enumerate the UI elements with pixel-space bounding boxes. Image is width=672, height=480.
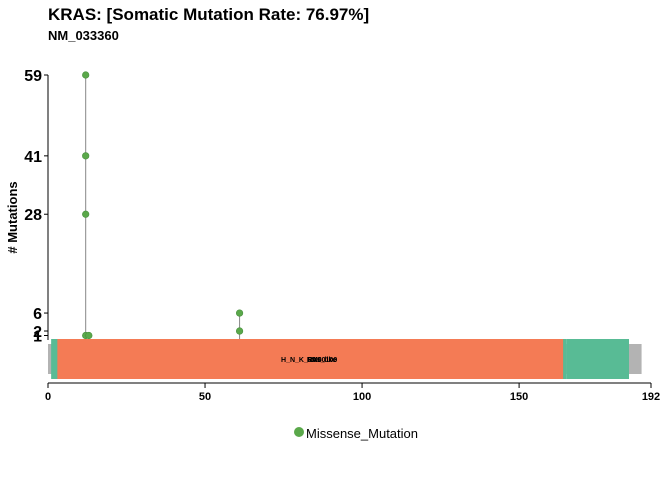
mutation-point bbox=[82, 210, 90, 218]
y-axis-label: # Mutations bbox=[5, 181, 20, 253]
domain-label: SM00100 bbox=[307, 357, 337, 364]
y-tick-label: 41 bbox=[24, 149, 42, 166]
legend-marker bbox=[294, 427, 304, 437]
mutation-point bbox=[82, 71, 90, 79]
domain-label: H_N_K_Ras_like bbox=[281, 357, 336, 364]
y-tick-label: 59 bbox=[24, 68, 42, 85]
y-tick-label: 2 bbox=[33, 324, 42, 341]
x-tick-label: 150 bbox=[510, 391, 528, 403]
y-tick-label: 1 bbox=[33, 329, 42, 346]
mutation-point bbox=[85, 331, 93, 340]
mutation-point bbox=[235, 327, 244, 335]
y-tick-label: 28 bbox=[24, 207, 42, 224]
legend-label: Missense_Mutation bbox=[306, 426, 418, 441]
x-tick-label: 192 bbox=[642, 391, 660, 403]
x-tick-label: 100 bbox=[353, 391, 371, 403]
domain-label: RAS bbox=[307, 357, 322, 364]
chart-title: KRAS: [Somatic Mutation Rate: 76.97%] bbox=[48, 5, 370, 24]
domain-rect bbox=[57, 339, 564, 379]
chart-subtitle: NM_033360 bbox=[48, 28, 119, 43]
mutation-point bbox=[235, 309, 244, 317]
y-tick-label: 6 bbox=[33, 306, 42, 323]
x-tick-label: 0 bbox=[45, 391, 51, 403]
mutation-point bbox=[82, 152, 90, 160]
x-tick-label: 50 bbox=[199, 391, 211, 403]
domain-rect bbox=[566, 339, 630, 379]
